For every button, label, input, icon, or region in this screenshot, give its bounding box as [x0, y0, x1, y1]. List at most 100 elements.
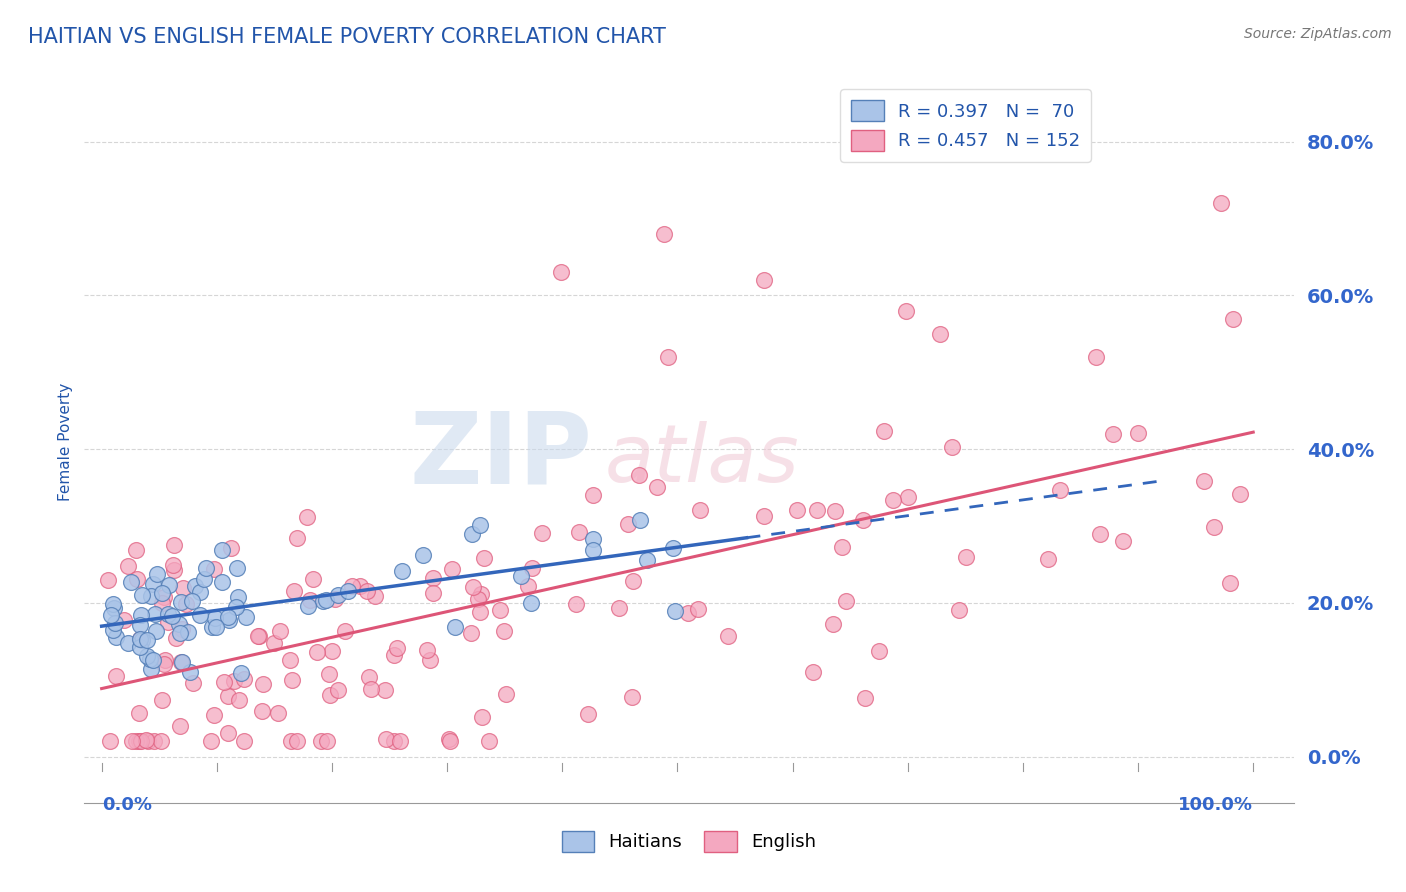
Point: [212, 675, 235, 690]
Point: [246, 629, 269, 643]
Point: [121, 734, 143, 748]
Point: [167, 616, 190, 631]
Text: ZIP: ZIP: [409, 408, 592, 505]
Point: [1202, 520, 1225, 534]
Point: [831, 540, 853, 554]
Point: [517, 579, 540, 593]
Point: [181, 676, 204, 690]
Point: [520, 561, 543, 575]
Point: [894, 304, 917, 318]
Point: [752, 273, 775, 287]
Point: [217, 690, 239, 704]
Point: [576, 707, 599, 722]
Point: [179, 665, 201, 680]
Point: [138, 652, 160, 666]
Point: [717, 629, 740, 643]
Point: [337, 584, 360, 599]
Point: [252, 704, 274, 718]
Point: [136, 734, 159, 748]
Point: [360, 681, 382, 696]
Point: [471, 710, 494, 724]
Point: [1038, 551, 1060, 566]
Text: 0.0%: 0.0%: [101, 796, 152, 814]
Point: [1209, 196, 1232, 211]
Point: [190, 607, 212, 622]
Point: [170, 655, 193, 669]
Point: [128, 706, 150, 720]
Point: [226, 591, 249, 605]
Point: [136, 633, 159, 648]
Point: [786, 502, 808, 516]
Point: [200, 734, 222, 748]
Point: [835, 593, 858, 607]
Point: [582, 532, 605, 546]
Point: [388, 734, 411, 748]
Point: [617, 516, 640, 531]
Point: [439, 734, 461, 748]
Point: [169, 626, 191, 640]
Point: [1085, 351, 1108, 365]
Point: [391, 564, 413, 578]
Point: [211, 542, 233, 557]
Point: [103, 624, 125, 638]
Point: [645, 480, 668, 494]
Point: [897, 490, 920, 504]
Point: [657, 350, 679, 364]
Point: [382, 648, 405, 662]
Point: [225, 599, 247, 614]
Point: [412, 548, 434, 562]
Point: [252, 676, 274, 690]
Point: [231, 666, 253, 681]
Point: [607, 600, 630, 615]
Point: [202, 561, 225, 575]
Point: [205, 620, 228, 634]
Point: [325, 592, 347, 607]
Point: [150, 596, 173, 610]
Point: [125, 572, 148, 586]
Point: [146, 567, 169, 582]
Point: [530, 525, 553, 540]
Point: [295, 510, 318, 524]
Legend: Haitians, English: Haitians, English: [554, 823, 824, 859]
Point: [627, 467, 650, 482]
Point: [129, 734, 152, 748]
Point: [281, 673, 304, 687]
Point: [441, 562, 464, 576]
Point: [873, 425, 896, 439]
Point: [582, 542, 605, 557]
Point: [312, 594, 335, 608]
Point: [326, 588, 349, 602]
Point: [520, 596, 543, 610]
Point: [941, 440, 963, 454]
Point: [202, 707, 225, 722]
Point: [621, 690, 644, 705]
Point: [374, 732, 396, 747]
Point: [103, 600, 125, 615]
Point: [156, 607, 179, 621]
Point: [1088, 527, 1111, 541]
Point: [467, 591, 489, 606]
Point: [188, 585, 211, 599]
Point: [852, 513, 875, 527]
Point: [955, 549, 977, 564]
Point: [142, 577, 165, 591]
Point: [478, 734, 501, 748]
Point: [150, 586, 173, 600]
Point: [340, 579, 363, 593]
Point: [117, 636, 139, 650]
Point: [280, 734, 302, 748]
Point: [217, 609, 239, 624]
Point: [228, 693, 250, 707]
Point: [142, 734, 165, 748]
Point: [1219, 576, 1241, 591]
Point: [382, 734, 405, 748]
Point: [628, 513, 651, 527]
Point: [269, 624, 291, 638]
Point: [201, 620, 224, 634]
Point: [495, 687, 517, 701]
Point: [211, 574, 233, 589]
Point: [169, 718, 191, 732]
Point: [422, 571, 444, 585]
Point: [1192, 475, 1215, 489]
Point: [235, 610, 257, 624]
